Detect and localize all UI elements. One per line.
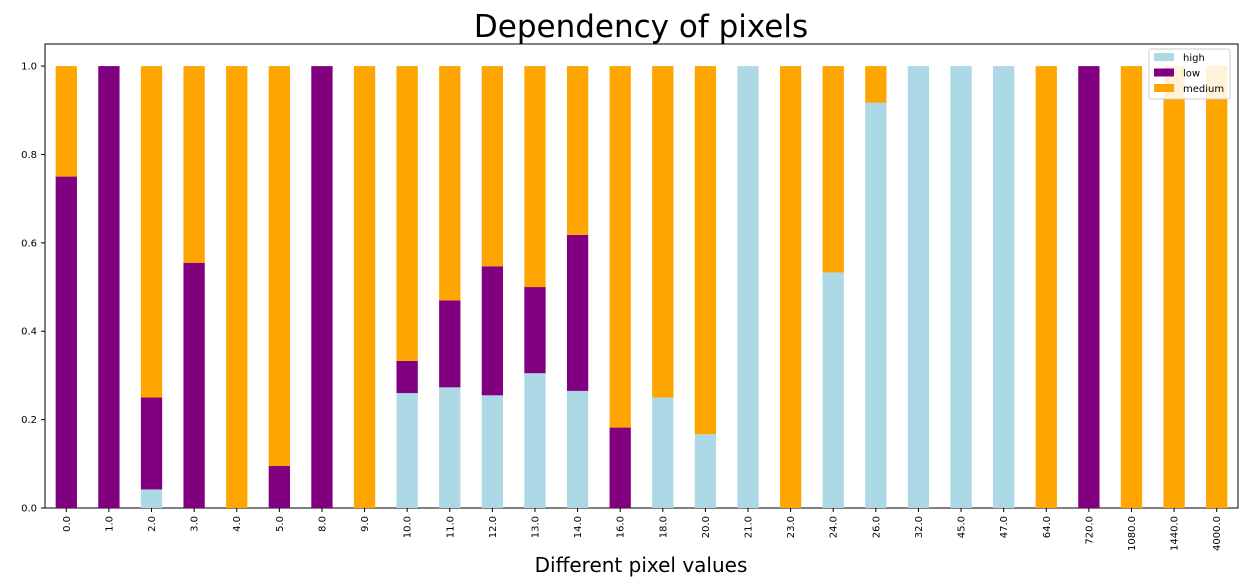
x-tick-label: 26.0	[871, 516, 882, 538]
bar-medium-9_0	[353, 66, 376, 508]
x-tick-label: 21.0	[744, 516, 755, 538]
legend-swatch-low	[1154, 68, 1174, 77]
y-tick-label: 0.4	[21, 327, 37, 338]
x-tick-label: 1.0	[104, 516, 115, 532]
x-tick-label: 4.0	[232, 516, 243, 532]
bar-high-32_0	[907, 66, 930, 508]
bar-low-1_0	[98, 66, 120, 508]
x-tick-label: 4000.0	[1212, 516, 1223, 551]
y-tick-label: 0.8	[21, 150, 37, 161]
x-tick-label: 1080.0	[1127, 516, 1138, 551]
bar-medium-18_0	[652, 66, 674, 398]
bar-high-24_0	[822, 272, 844, 508]
bar-medium-12_0	[481, 66, 504, 267]
bar-medium-4000_0	[1206, 66, 1228, 508]
y-tick-label: 0.0	[21, 504, 37, 515]
bar-high-2_0	[140, 489, 163, 508]
x-tick-label: 10.0	[403, 516, 414, 538]
bar-medium-0_0	[55, 66, 77, 177]
x-tick-label: 11.0	[445, 516, 456, 538]
bar-high-18_0	[652, 397, 674, 508]
bar-low-14_0	[566, 234, 589, 391]
bars-group	[55, 66, 1228, 509]
x-tick-label: 32.0	[914, 516, 925, 538]
bar-low-8_0	[311, 66, 333, 508]
x-tick-label: 2.0	[147, 516, 158, 532]
bar-high-14_0	[566, 390, 589, 508]
bar-low-5_0	[268, 466, 290, 508]
bar-high-11_0	[439, 387, 461, 508]
bar-medium-2_0	[140, 66, 163, 398]
legend: high low medium	[1148, 48, 1231, 100]
bar-high-26_0	[865, 102, 887, 509]
bar-high-47_0	[993, 66, 1015, 508]
x-tick-label: 5.0	[275, 516, 286, 532]
bar-medium-1080_0	[1120, 66, 1143, 508]
legend-label-high: high	[1183, 53, 1205, 64]
x-tick-label: 1440.0	[1170, 516, 1181, 551]
bar-high-21_0	[737, 66, 759, 508]
bar-medium-14_0	[566, 66, 589, 235]
x-tick-label: 20.0	[701, 516, 712, 538]
x-tick-label: 64.0	[1042, 516, 1053, 538]
x-tick-label: 45.0	[957, 516, 968, 538]
chart-title: Dependency of pixels	[474, 9, 808, 45]
legend-swatch-high	[1154, 53, 1174, 61]
x-tick-label: 8.0	[317, 516, 328, 532]
bar-high-20_0	[694, 434, 717, 508]
bar-medium-16_0	[609, 66, 631, 428]
y-tick-label: 0.6	[21, 238, 37, 249]
bar-high-13_0	[524, 373, 546, 508]
x-tick-label: 0.0	[62, 516, 73, 532]
bar-low-12_0	[481, 266, 504, 396]
bar-low-13_0	[524, 287, 546, 374]
bar-medium-64_0	[1035, 66, 1057, 508]
x-axis: 0.0 1.0 2.0 3.0 4.0 5.0 8.0 9.0 10.0 11.0 12.0 13.0…	[62, 508, 1223, 551]
bar-low-720_0	[1078, 66, 1100, 508]
bar-low-16_0	[609, 427, 631, 508]
x-tick-label: 16.0	[616, 516, 627, 538]
bar-medium-26_0	[865, 66, 887, 103]
bar-medium-23_0	[779, 66, 802, 508]
x-tick-label: 24.0	[829, 516, 840, 538]
y-tick-label: 1.0	[21, 62, 37, 73]
bar-medium-4_0	[226, 66, 248, 508]
legend-swatch-medium	[1154, 84, 1174, 92]
x-axis-label: Different pixel values	[535, 553, 748, 577]
bar-medium-24_0	[822, 66, 844, 273]
x-tick-label: 13.0	[530, 516, 541, 538]
x-tick-label: 23.0	[786, 516, 797, 538]
y-axis: 0.0 0.2 0.4 0.6 0.8 1.0	[21, 62, 45, 515]
bar-medium-20_0	[694, 66, 717, 435]
bar-low-11_0	[439, 300, 461, 388]
x-tick-label: 12.0	[488, 516, 499, 538]
bar-low-2_0	[140, 397, 163, 490]
bar-high-45_0	[950, 66, 972, 508]
bar-low-3_0	[183, 262, 205, 508]
bar-low-0_0	[55, 176, 77, 508]
y-tick-label: 0.2	[21, 415, 37, 426]
bar-medium-13_0	[524, 66, 546, 288]
x-tick-label: 9.0	[360, 516, 371, 532]
bar-medium-3_0	[183, 66, 205, 263]
x-tick-label: 18.0	[658, 516, 669, 538]
x-tick-label: 14.0	[573, 516, 584, 538]
x-tick-label: 47.0	[999, 516, 1010, 538]
bar-high-10_0	[396, 393, 418, 508]
x-tick-label: 720.0	[1084, 516, 1095, 545]
bar-low-10_0	[396, 360, 418, 394]
x-tick-label: 3.0	[190, 516, 201, 532]
bar-medium-1440_0	[1163, 66, 1185, 508]
plot-frame	[44, 43, 1239, 509]
bar-medium-11_0	[439, 66, 461, 301]
bar-high-12_0	[481, 395, 504, 508]
bar-medium-5_0	[268, 66, 290, 467]
legend-label-medium: medium	[1183, 84, 1224, 95]
bar-medium-10_0	[396, 66, 418, 361]
legend-label-low: low	[1183, 69, 1200, 80]
